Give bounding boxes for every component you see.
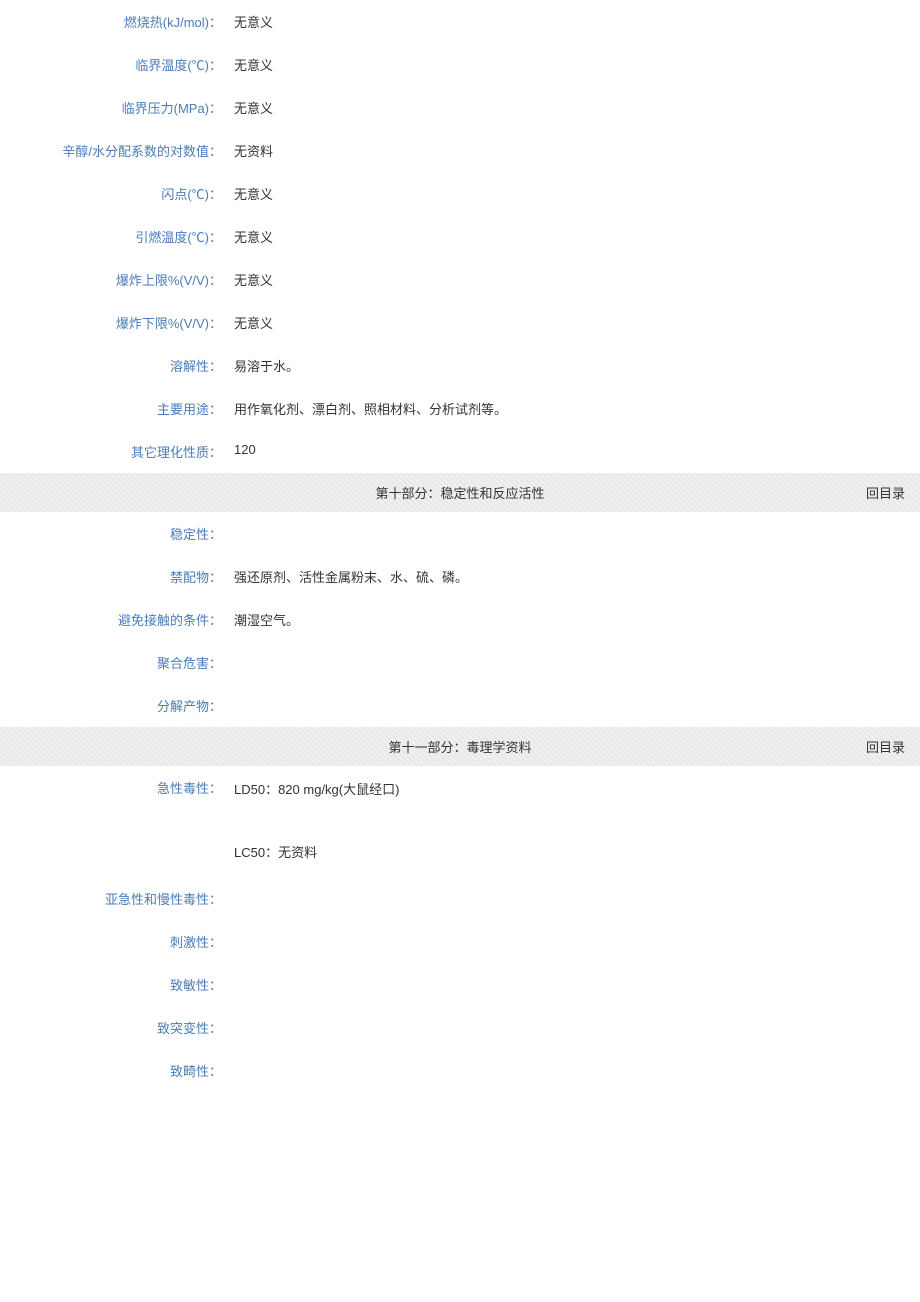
property-row: 溶解性： 易溶于水。 bbox=[0, 344, 920, 387]
property-label: 临界温度(℃)： bbox=[0, 55, 230, 74]
property-row: 致敏性： bbox=[0, 963, 920, 1006]
property-label: 刺激性： bbox=[0, 932, 230, 951]
section11-header: 第十一部分：毒理学资料 回目录 bbox=[0, 727, 920, 766]
property-label: 溶解性： bbox=[0, 356, 230, 375]
section9-content: 燃烧热(kJ/mol)： 无意义 临界温度(℃)： 无意义 临界压力(MPa)：… bbox=[0, 0, 920, 473]
property-label: 分解产物： bbox=[0, 696, 230, 715]
property-label: 爆炸下限%(V/V)： bbox=[0, 313, 230, 332]
property-value: 无意义 bbox=[230, 184, 920, 203]
property-value: 无资料 bbox=[230, 141, 920, 160]
section11-content: 急性毒性： LD50：820 mg/kg(大鼠经口) LC50：无资料 亚急性和… bbox=[0, 766, 920, 1092]
property-row: 避免接触的条件： 潮湿空气。 bbox=[0, 598, 920, 641]
property-value: 无意义 bbox=[230, 12, 920, 31]
property-label: 急性毒性： bbox=[0, 778, 230, 797]
section11-title: 第十一部分：毒理学资料 bbox=[0, 737, 920, 756]
property-row: 爆炸上限%(V/V)： 无意义 bbox=[0, 258, 920, 301]
property-row: 聚合危害： bbox=[0, 641, 920, 684]
property-value: 用作氧化剂、漂白剂、照相材料、分析试剂等。 bbox=[230, 399, 920, 418]
property-row: 临界温度(℃)： 无意义 bbox=[0, 43, 920, 86]
property-label: 聚合危害： bbox=[0, 653, 230, 672]
property-label: 亚急性和慢性毒性： bbox=[0, 889, 230, 908]
property-row: 爆炸下限%(V/V)： 无意义 bbox=[0, 301, 920, 344]
property-label: 其它理化性质： bbox=[0, 442, 230, 461]
property-label: 致畸性： bbox=[0, 1061, 230, 1080]
property-label: 稳定性： bbox=[0, 524, 230, 543]
property-label: 主要用途： bbox=[0, 399, 230, 418]
property-value: 潮湿空气。 bbox=[230, 610, 920, 629]
property-row: 其它理化性质： 120 bbox=[0, 430, 920, 473]
property-label: 闪点(℃)： bbox=[0, 184, 230, 203]
property-row: 闪点(℃)： 无意义 bbox=[0, 172, 920, 215]
property-label: 致突变性： bbox=[0, 1018, 230, 1037]
section10-title: 第十部分：稳定性和反应活性 bbox=[0, 483, 920, 502]
property-row: 刺激性： bbox=[0, 920, 920, 963]
property-label: 引燃温度(℃)： bbox=[0, 227, 230, 246]
property-value: 无意义 bbox=[230, 55, 920, 74]
property-row: 辛醇/水分配系数的对数值： 无资料 bbox=[0, 129, 920, 172]
property-label: 燃烧热(kJ/mol)： bbox=[0, 12, 230, 31]
back-to-toc-link[interactable]: 回目录 bbox=[866, 483, 905, 502]
property-value: 无意义 bbox=[230, 270, 920, 289]
back-to-toc-link[interactable]: 回目录 bbox=[866, 737, 905, 756]
property-row: 稳定性： bbox=[0, 512, 920, 555]
property-label: 避免接触的条件： bbox=[0, 610, 230, 629]
acute-lc50: LC50：无资料 bbox=[234, 841, 920, 864]
property-label: 临界压力(MPa)： bbox=[0, 98, 230, 117]
property-value: 易溶于水。 bbox=[230, 356, 920, 375]
property-row: 临界压力(MPa)： 无意义 bbox=[0, 86, 920, 129]
property-label: 致敏性： bbox=[0, 975, 230, 994]
property-row: 致畸性： bbox=[0, 1049, 920, 1092]
property-value: 无意义 bbox=[230, 98, 920, 117]
property-row: 致突变性： bbox=[0, 1006, 920, 1049]
property-row: 亚急性和慢性毒性： bbox=[0, 877, 920, 920]
property-label: 爆炸上限%(V/V)： bbox=[0, 270, 230, 289]
property-row: 引燃温度(℃)： 无意义 bbox=[0, 215, 920, 258]
property-row: 禁配物： 强还原剂、活性金属粉末、水、硫、磷。 bbox=[0, 555, 920, 598]
section10-content: 稳定性： 禁配物： 强还原剂、活性金属粉末、水、硫、磷。 避免接触的条件： 潮湿… bbox=[0, 512, 920, 727]
property-value: 强还原剂、活性金属粉末、水、硫、磷。 bbox=[230, 567, 920, 586]
acute-ld50: LD50：820 mg/kg(大鼠经口) bbox=[234, 778, 920, 801]
property-value: LD50：820 mg/kg(大鼠经口) LC50：无资料 bbox=[230, 778, 920, 865]
property-label: 禁配物： bbox=[0, 567, 230, 586]
acute-toxicity-row: 急性毒性： LD50：820 mg/kg(大鼠经口) LC50：无资料 bbox=[0, 766, 920, 877]
section10-header: 第十部分：稳定性和反应活性 回目录 bbox=[0, 473, 920, 512]
property-label: 辛醇/水分配系数的对数值： bbox=[0, 141, 230, 160]
property-value: 无意义 bbox=[230, 313, 920, 332]
property-value: 120 bbox=[230, 442, 920, 457]
property-row: 燃烧热(kJ/mol)： 无意义 bbox=[0, 0, 920, 43]
property-row: 主要用途： 用作氧化剂、漂白剂、照相材料、分析试剂等。 bbox=[0, 387, 920, 430]
property-value: 无意义 bbox=[230, 227, 920, 246]
property-row: 分解产物： bbox=[0, 684, 920, 727]
